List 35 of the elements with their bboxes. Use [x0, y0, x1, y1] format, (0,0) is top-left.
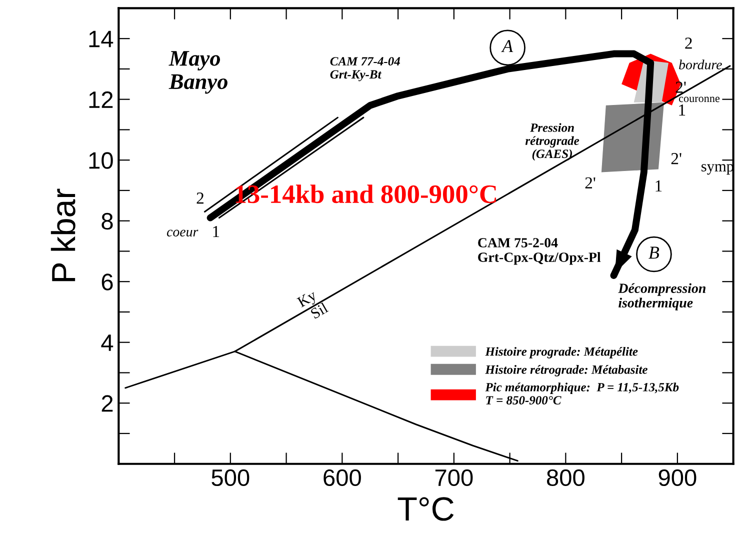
annotation: 2': [585, 177, 596, 188]
annotation: A: [501, 40, 514, 52]
annotation: Décompression isothermique: [618, 283, 706, 310]
x-tick-label: 700: [435, 469, 473, 486]
x-axis-title: T°C: [398, 497, 454, 521]
annotation: 2: [685, 38, 692, 49]
y-tick-label: 2: [102, 395, 113, 412]
annotation: symp: [702, 164, 734, 175]
legend-label: Histoire rétrograde: Métabasite: [485, 365, 648, 376]
annotation: Mayo Banyo: [168, 51, 228, 94]
x-tick-label: 600: [324, 469, 361, 486]
annotation: coeur: [166, 230, 198, 236]
annotation: CAM 75-2-04 Grt-Cpx-Qtz/Opx-Pl: [478, 238, 601, 265]
y-tick-label: 4: [101, 334, 114, 351]
legend-label: Pic métamorphique: P = 11,5-13,5Kb T = 850-900°C: [485, 382, 679, 404]
y-tick-label: 8: [102, 212, 113, 230]
annotation: couronne: [678, 96, 720, 102]
x-tick-label: 900: [658, 469, 696, 486]
y-tick-label: 10: [89, 152, 113, 169]
annotation: CAM 77-4-04 Grt-Ky-Bt: [330, 57, 400, 82]
legend-label: Histoire prograde: Métapélite: [485, 346, 638, 358]
y-tick-label: 14: [89, 30, 114, 48]
annotation: Pression rétrograde (GAES): [525, 123, 580, 161]
annotation: 2: [196, 192, 204, 204]
y-tick-label: 6: [102, 274, 113, 290]
annotation: 2': [671, 153, 682, 164]
x-tick-label: 500: [212, 469, 250, 486]
y-tick-label: 12: [89, 91, 113, 108]
annotation: 1: [656, 180, 662, 192]
annotation: B: [648, 246, 660, 259]
x-tick-label: 800: [547, 469, 584, 486]
annotation: bordure: [679, 60, 722, 70]
annotation: 1: [213, 226, 220, 237]
y-axis-title: P kbar: [50, 188, 76, 282]
annotation: 1: [679, 104, 686, 116]
